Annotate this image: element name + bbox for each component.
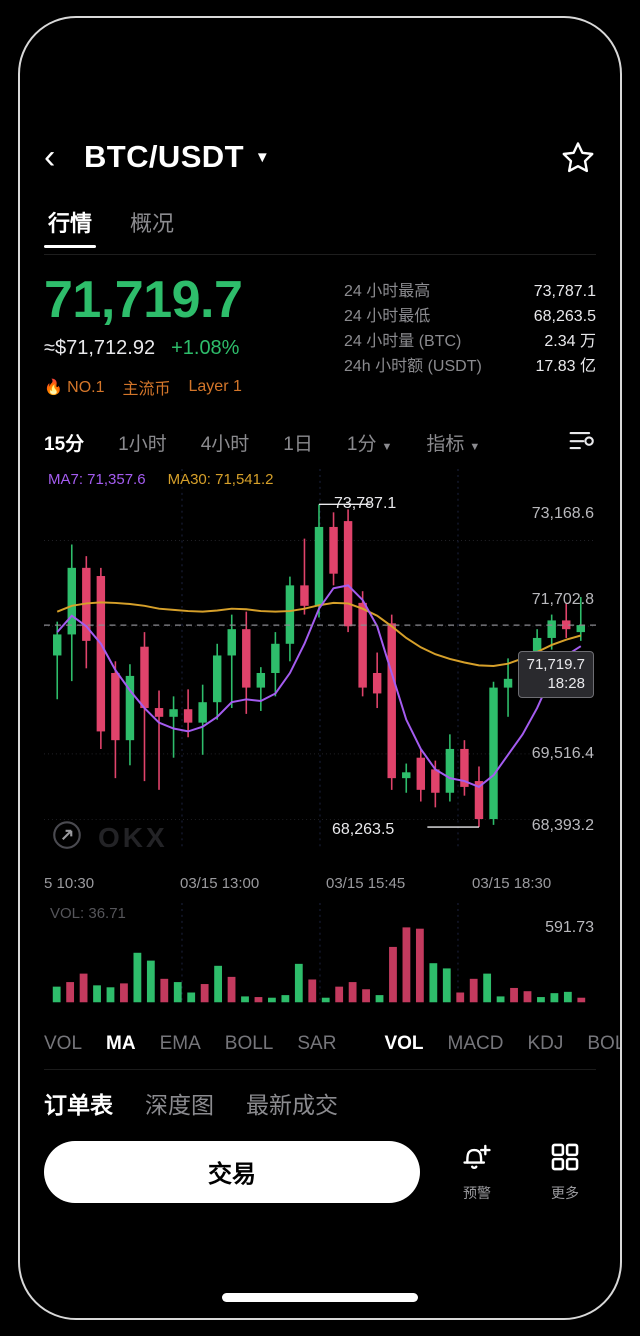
indicator-dropdown[interactable]: 指标 ▼ [426, 433, 481, 455]
more-label: 更多 [551, 1185, 579, 1202]
tab-orderbook[interactable]: 订单表 [44, 1092, 113, 1119]
caret-down-icon[interactable]: ▼ [254, 148, 270, 166]
bell-plus-icon [463, 1144, 491, 1170]
app-screen: ‹ BTC/USDT ▼ 行情 概况 71,719.7 ≈$71,712.92 … [20, 18, 620, 1318]
timeframe-1h[interactable]: 1小时 [118, 433, 167, 455]
tag-layer1[interactable]: Layer 1 [188, 378, 242, 396]
home-indicator [222, 1293, 418, 1302]
trade-button[interactable]: 交易 [44, 1140, 420, 1203]
volume-plot [52, 903, 586, 1003]
timeframe-15m[interactable]: 15分 [44, 433, 85, 455]
indicator-sar[interactable]: SAR [297, 1033, 337, 1055]
tab-overview[interactable]: 概况 [130, 211, 175, 236]
main-tabs: 行情 概况 [44, 204, 596, 252]
indicator-vol-main[interactable]: VOL [44, 1033, 83, 1055]
stat-value: 2.34 万 [544, 333, 596, 350]
tag-mainstream[interactable]: 主流币 [122, 381, 171, 399]
stat-label: 24 小时最高 [344, 283, 431, 300]
chevron-down-icon: ▼ [469, 440, 481, 453]
indicator-macd[interactable]: MACD [447, 1033, 504, 1055]
stat-value: 68,263.5 [533, 308, 596, 325]
indicator-ema[interactable]: EMA [159, 1033, 201, 1055]
back-icon[interactable]: ‹ [44, 138, 56, 176]
usd-price: ≈$71,712.92 [44, 337, 156, 360]
current-price: 71,719.7 [526, 656, 585, 674]
star-outline-icon[interactable] [560, 139, 596, 175]
chevron-down-icon: ▼ [381, 440, 393, 453]
last-price: 71,719.7 [44, 271, 243, 329]
price-subline: ≈$71,712.92 +1.08% [44, 337, 344, 360]
tab-quotes[interactable]: 行情 [44, 204, 97, 248]
fire-icon: 🔥 [44, 378, 63, 396]
stat-row-vol-btc: 24 小时量 (BTC) 2.34 万 [344, 329, 596, 354]
stat-label: 24 小时最低 [344, 308, 431, 325]
alert-button[interactable]: 预警 [446, 1140, 508, 1203]
ma30-legend: MA30: 71,541.2 [167, 471, 274, 489]
ma7-legend: MA7: 71,357.6 [48, 471, 146, 489]
indicator-bar: VOL MA EMA BOLL SAR VOL MACD KDJ BOLL [44, 1023, 620, 1065]
tag-list: 🔥 NO.1 主流币 Layer 1 [44, 375, 344, 399]
page-title[interactable]: BTC/USDT [84, 139, 244, 174]
time-axis: 5 10:30 03/15 13:00 03/15 15:45 03/15 18… [44, 875, 596, 897]
chart-settings-icon[interactable] [566, 427, 596, 458]
tab-trades[interactable]: 最新成交 [246, 1092, 338, 1119]
price-axis-label: 68,393.2 [531, 817, 594, 835]
current-price-badge: 71,719.7 18:28 [517, 651, 594, 699]
timeframe-1d[interactable]: 1日 [283, 433, 313, 455]
stat-value: 73,787.1 [533, 283, 596, 300]
app-header: ‹ BTC/USDT ▼ [44, 122, 596, 192]
volume-label: VOL: 36.71 [50, 905, 126, 923]
phone-frame: ‹ BTC/USDT ▼ 行情 概况 71,719.7 ≈$71,712.92 … [18, 16, 622, 1320]
tag-rank[interactable]: 🔥 NO.1 [44, 378, 105, 396]
high-annotation: 73,787.1 [334, 495, 397, 513]
more-button[interactable]: 更多 [534, 1140, 596, 1203]
alert-label: 预警 [463, 1185, 491, 1202]
indicator-kdj[interactable]: KDJ [527, 1033, 564, 1055]
price-axis-label: 69,516.4 [531, 745, 594, 763]
change-percent: +1.08% [171, 337, 240, 360]
timeframe-bar: 15分 1小时 4小时 1日 1分 ▼ 指标 ▼ [44, 419, 596, 465]
price-stats-row: 71,719.7 ≈$71,712.92 +1.08% 🔥 NO.1 主流币 L… [44, 271, 596, 399]
indicator-ma[interactable]: MA [106, 1033, 136, 1055]
stat-row-low: 24 小时最低 68,263.5 [344, 304, 596, 329]
timeframe-more-dropdown[interactable]: 1分 ▼ [346, 433, 393, 455]
grid-icon [551, 1143, 579, 1171]
indicator-vol-sub[interactable]: VOL [384, 1033, 424, 1055]
action-bar: 交易 预警 更多 [44, 1140, 596, 1203]
time-tick: 03/15 18:30 [472, 875, 552, 893]
price-axis-label: 73,168.6 [531, 505, 594, 523]
stat-row-vol-usdt: 24h 小时额 (USDT) 17.83 亿 [344, 354, 596, 379]
indicator-boll-sub[interactable]: BOLL [587, 1033, 620, 1055]
stat-label: 24 小时量 (BTC) [344, 333, 462, 350]
volume-chart[interactable]: VOL: 36.71 591.73 [44, 903, 596, 1013]
indicator-boll[interactable]: BOLL [224, 1033, 274, 1055]
timeframe-4h[interactable]: 4小时 [200, 433, 250, 455]
time-tick: 03/15 15:45 [326, 875, 406, 893]
stat-label: 24h 小时额 (USDT) [344, 358, 482, 375]
bottom-tab-bar: 订单表 深度图 最新成交 [44, 1070, 596, 1136]
stats-panel: 24 小时最高 73,787.1 24 小时最低 68,263.5 24 小时量… [344, 273, 596, 399]
price-axis-label: 71,702.8 [531, 591, 594, 609]
time-tick: 5 10:30 [44, 875, 95, 893]
volume-axis-max: 591.73 [545, 919, 594, 937]
current-time: 18:28 [547, 674, 585, 692]
low-annotation: 68,263.5 [332, 821, 395, 839]
header-divider [44, 254, 596, 255]
ma-legend: MA7: 71,357.6 MA30: 71,541.2 [48, 471, 274, 488]
okx-logo: OKX [98, 821, 168, 853]
section-divider [44, 1069, 596, 1071]
time-tick: 03/15 13:00 [180, 875, 260, 893]
price-block: 71,719.7 ≈$71,712.92 +1.08% 🔥 NO.1 主流币 L… [44, 271, 344, 399]
expand-icon[interactable] [50, 818, 84, 857]
stat-row-high: 24 小时最高 73,787.1 [344, 279, 596, 304]
chart-watermark: OKX [50, 818, 168, 857]
stat-value: 17.83 亿 [535, 358, 597, 375]
candlestick-chart[interactable]: MA7: 71,357.6 MA30: 71,541.2 73,168.6 71… [44, 469, 596, 899]
tab-depth[interactable]: 深度图 [145, 1092, 214, 1119]
